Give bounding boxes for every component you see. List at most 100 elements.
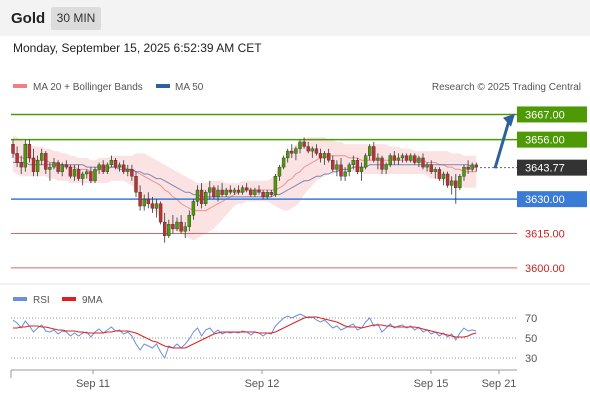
candle-body	[347, 164, 351, 172]
candle	[441, 171, 446, 186]
candle	[142, 194, 146, 211]
candle	[331, 155, 335, 172]
ma50-legend-label: MA 50	[175, 82, 204, 93]
candle	[359, 162, 364, 181]
candle-body	[142, 198, 146, 207]
ma20-legend-swatch	[13, 84, 27, 88]
candle-body	[372, 146, 376, 161]
candle-body	[158, 203, 163, 223]
candle	[44, 151, 48, 174]
candle-body	[322, 153, 327, 159]
candle-body	[257, 189, 261, 193]
candle	[277, 164, 282, 181]
candle-body	[441, 173, 446, 179]
candle-body	[23, 144, 27, 168]
candle	[19, 155, 23, 174]
candle	[40, 148, 44, 165]
candle	[195, 185, 200, 207]
candle	[445, 171, 450, 188]
rsi-ma-legend-label: 9MA	[82, 295, 103, 306]
candle-body	[236, 189, 241, 193]
asset-title: Gold	[11, 10, 46, 27]
candle	[187, 210, 192, 232]
candle-body	[97, 164, 101, 170]
rsi-tick-70: 70	[525, 313, 537, 325]
candle-body	[298, 141, 302, 149]
candle	[52, 157, 56, 170]
candle	[158, 201, 163, 225]
candle-body	[466, 166, 470, 170]
candle-body	[167, 224, 171, 236]
candle-body	[130, 169, 134, 177]
candle-body	[290, 150, 294, 154]
candle	[458, 173, 462, 190]
candle	[339, 157, 343, 181]
level-tag-3667.00	[517, 106, 587, 123]
candle-body	[339, 164, 343, 177]
candle-body	[335, 164, 339, 170]
candle	[68, 164, 73, 179]
candle	[191, 199, 196, 220]
candle-body	[113, 160, 118, 168]
candle-body	[52, 162, 56, 168]
candle	[60, 162, 64, 177]
candle-body	[310, 148, 314, 152]
candle-body	[109, 160, 114, 166]
candle-body	[380, 157, 384, 170]
candle-body	[203, 192, 208, 204]
candle-body	[331, 160, 335, 170]
rsi-ma-line	[13, 316, 477, 349]
candle	[413, 153, 417, 165]
candle	[80, 171, 85, 186]
candle	[425, 162, 429, 172]
candle	[179, 215, 183, 234]
candle	[314, 144, 319, 156]
candle	[228, 185, 233, 195]
candle-body	[162, 221, 167, 236]
candle-body	[199, 189, 204, 204]
candle-body	[400, 155, 405, 159]
candle-body	[154, 203, 159, 209]
candle-body	[212, 187, 216, 198]
candle	[286, 148, 290, 163]
candle-body	[19, 162, 23, 168]
candle	[167, 219, 171, 239]
candle-body	[269, 192, 273, 195]
candle	[72, 164, 77, 181]
candle	[306, 141, 310, 154]
candle-body	[327, 153, 331, 161]
ma50-line	[13, 162, 477, 198]
candle-body	[216, 189, 220, 198]
candle	[48, 162, 52, 181]
candle	[450, 176, 454, 195]
level-label-3630.00: 3630.00	[525, 194, 565, 206]
candle	[175, 217, 179, 232]
candle-body	[208, 187, 212, 193]
candle	[15, 146, 19, 168]
candle-body	[56, 162, 60, 172]
candle	[261, 190, 265, 200]
candle	[89, 167, 93, 184]
candle	[240, 185, 245, 195]
candle-body	[363, 155, 368, 168]
candle	[433, 167, 437, 179]
candle-body	[138, 192, 142, 207]
forecast-arrow-shaft	[493, 120, 511, 169]
candle-body	[458, 176, 462, 188]
candle-body	[474, 164, 478, 168]
timeframe-button[interactable]: 30 MIN	[51, 7, 101, 30]
candle-body	[228, 189, 233, 193]
candle-body	[450, 180, 454, 186]
candle	[429, 160, 433, 174]
candle	[97, 162, 101, 174]
candle	[109, 155, 114, 168]
candle-body	[355, 160, 360, 172]
candle	[380, 155, 384, 174]
rsi-tick-30: 30	[525, 353, 537, 365]
candle-body	[31, 157, 36, 172]
level-label-3600.00: 3600.00	[525, 263, 565, 275]
candle-body	[273, 176, 278, 195]
candle-body	[281, 157, 286, 168]
candle-body	[318, 153, 323, 159]
